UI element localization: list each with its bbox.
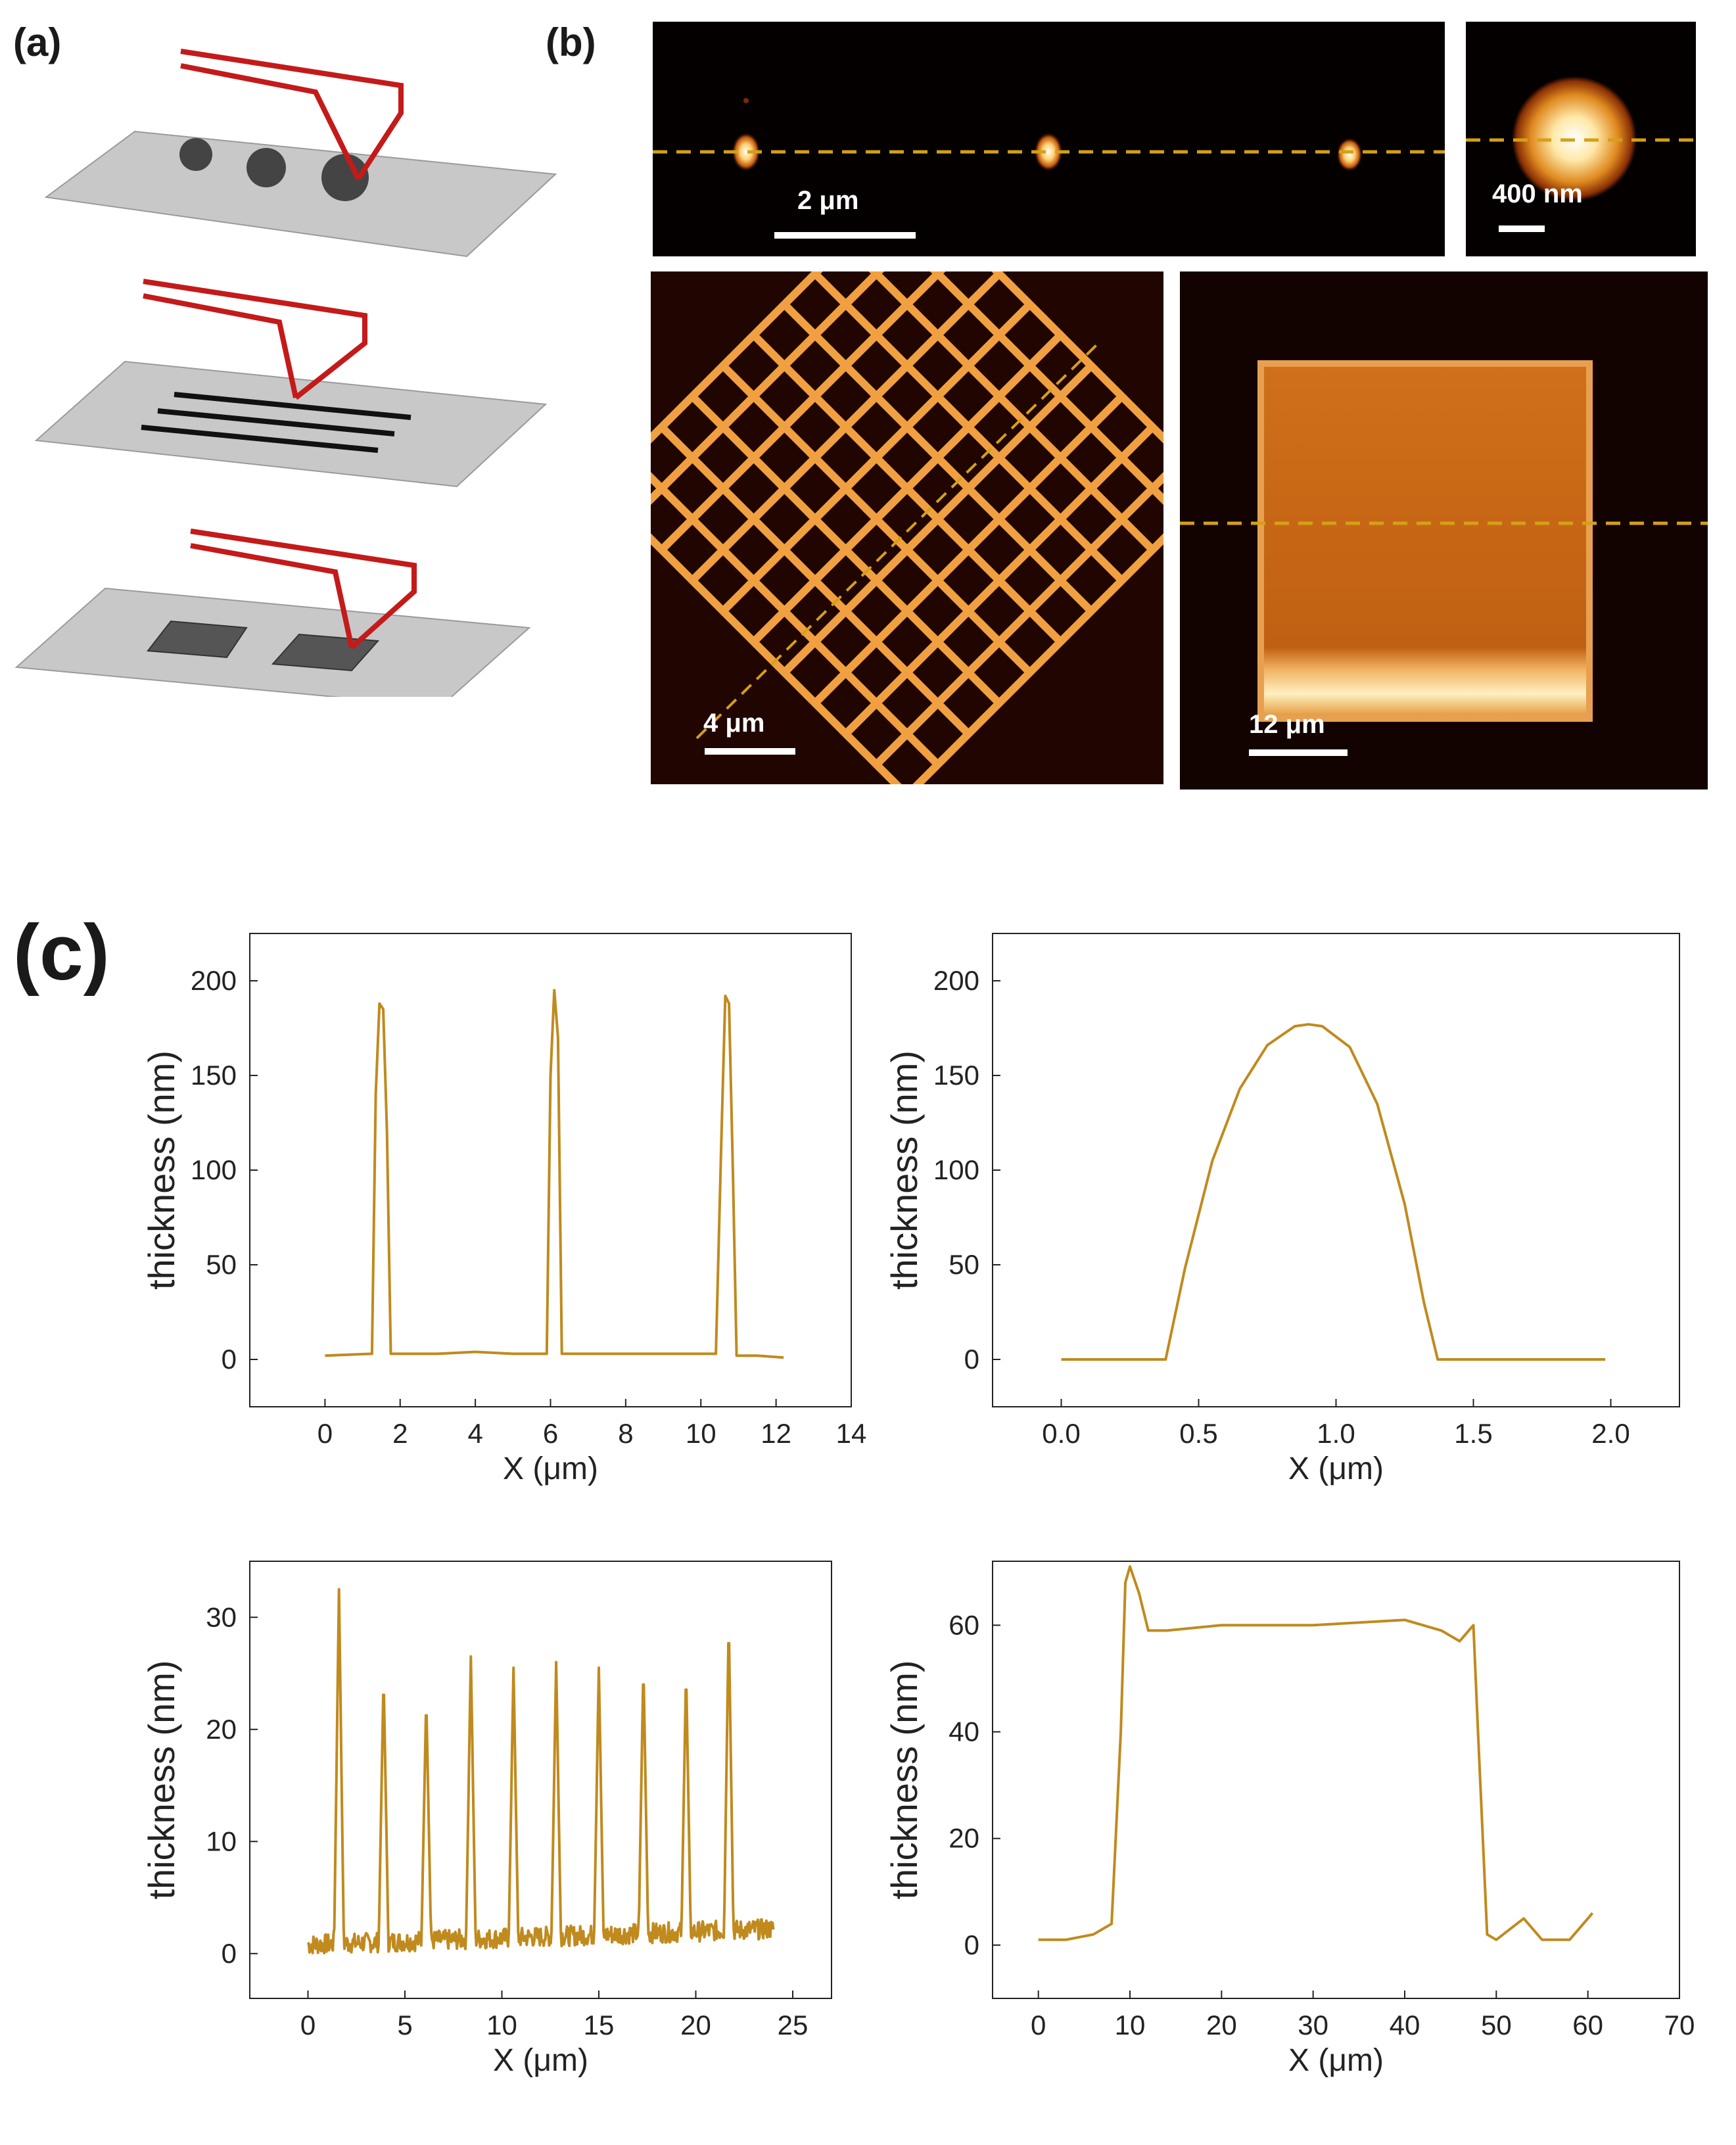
y-tick-label: 20 [949,1823,979,1854]
x-tick-label: 50 [1481,2010,1512,2040]
y-tick-label: 50 [949,1249,979,1280]
x-tick-label: 8 [618,1418,633,1449]
x-tick-label: 25 [778,2010,809,2040]
profile-chart-square: 0 10 20 30 40 50 60 70 0 20 40 60 X (μm) thickness (n… [883,1561,1695,2078]
x-tick-label: 40 [1390,2010,1420,2040]
y-tick-label: 0 [964,1344,979,1375]
grid-line [843,424,1156,737]
x-axis-label: X (μm) [503,1451,598,1486]
grid-line [690,393,1002,706]
y-tick-label: 0 [222,1344,237,1375]
x-axis-label: X (μm) [493,2043,588,2078]
scale-label-square: 12 μm [1249,710,1325,739]
plot-frame [249,1561,832,1999]
scale-label-single-dot: 400 nm [1492,179,1583,208]
x-tick-label: 30 [1298,2010,1328,2040]
x-tick-label: 0.5 [1179,1418,1217,1449]
grid-line [904,271,1163,492]
x-tick-label: 0 [1031,2010,1046,2040]
y-tick-label: 20 [206,1714,237,1745]
x-tick-label: 60 [1572,2010,1603,2040]
x-tick-label: 10 [686,1418,716,1449]
y-axis-label: thickness (nm) [141,1050,182,1290]
x-tick-label: 12 [761,1418,791,1449]
profile-line [325,989,784,1359]
y-axis-label: thickness (nm) [883,1660,925,1899]
grid-line [812,393,1125,706]
y-tick-label: 60 [949,1609,979,1640]
panel-label-a: (a) [13,20,62,64]
y-tick-label: 100 [191,1154,237,1185]
y-tick-label: 150 [191,1060,237,1091]
x-tick-label: 1.0 [1317,1418,1355,1449]
x-tick-label: 0 [300,2010,316,2040]
profile-line [1061,1023,1606,1361]
x-tick-label: 14 [836,1418,867,1449]
x-tick-label: 2.0 [1591,1418,1630,1449]
grid-line [651,485,910,784]
grid-line [874,455,1163,768]
cut-line [695,342,1099,740]
panel-label-c: (c) [13,908,110,997]
y-tick-label: 30 [206,1601,237,1632]
y-tick-label: 0 [222,1938,237,1969]
x-tick-label: 20 [680,2010,711,2040]
x-axis-label: X (μm) [1288,2043,1384,2078]
afm-image-dots: 2 μm [653,22,1445,256]
schematic-diagram [14,49,557,697]
grid-line [659,424,972,737]
x-tick-label: 0 [317,1418,333,1449]
x-axis-label: X (μm) [1288,1451,1384,1486]
y-tick-label: 150 [933,1060,979,1091]
panel-label-b: (b) [546,20,596,64]
grid-line [782,363,1094,676]
scale-label-grid: 4 μm [703,709,765,738]
scale-label-dots: 2 μm [797,186,859,215]
afm-image-single-dot: 400 nm [1466,22,1696,256]
scale-bar [705,748,795,755]
schematic-squares [14,529,531,697]
y-tick-label: 200 [191,965,237,996]
plot-frame [992,1561,1680,1999]
schematic-lines [34,279,548,488]
x-tick-label: 4 [467,1418,482,1449]
profile-chart-dots: 0 2 4 6 8 10 12 14 0 50 100 150 200 X (μm) thickness (… [141,933,867,1486]
profile-line [1038,1565,1594,1941]
x-tick-label: 0.0 [1042,1418,1080,1449]
profile-chart-grid: 0 5 10 15 20 25 0 10 20 30 X (μm) thickness (nm) [141,1561,832,2078]
y-tick-label: 50 [206,1249,237,1280]
x-tick-label: 5 [397,2010,412,2040]
y-tick-label: 200 [933,965,979,996]
grid-line [904,485,1163,784]
plot-frame [992,933,1680,1407]
profile-line [306,1588,775,1955]
schematic-dots [44,49,557,258]
x-tick-label: 2 [392,1418,408,1449]
y-tick-label: 10 [206,1826,237,1856]
x-tick-label: 1.5 [1454,1418,1492,1449]
y-axis-label: thickness (nm) [141,1660,182,1899]
x-tick-label: 6 [543,1418,558,1449]
x-tick-label: 20 [1206,2010,1237,2040]
y-tick-label: 0 [964,1929,979,1960]
y-axis-label: thickness (nm) [883,1050,925,1290]
x-tick-label: 10 [486,2010,517,2040]
x-tick-label: 10 [1115,2010,1146,2040]
x-tick-label: 15 [584,2010,615,2040]
x-tick-label: 70 [1664,2010,1695,2040]
grid-line [651,455,941,768]
y-tick-label: 40 [949,1716,979,1747]
profile-chart-single-dot: 0.0 0.5 1.0 1.5 2.0 0 50 100 150 200 X (μm) thickne… [883,933,1680,1486]
y-tick-label: 100 [933,1154,979,1185]
afm-image-square: 12 μm [1180,271,1708,790]
grid-line [751,332,1064,645]
grid-line [720,363,1033,676]
afm-image-grid: 4 μm [651,271,1163,784]
